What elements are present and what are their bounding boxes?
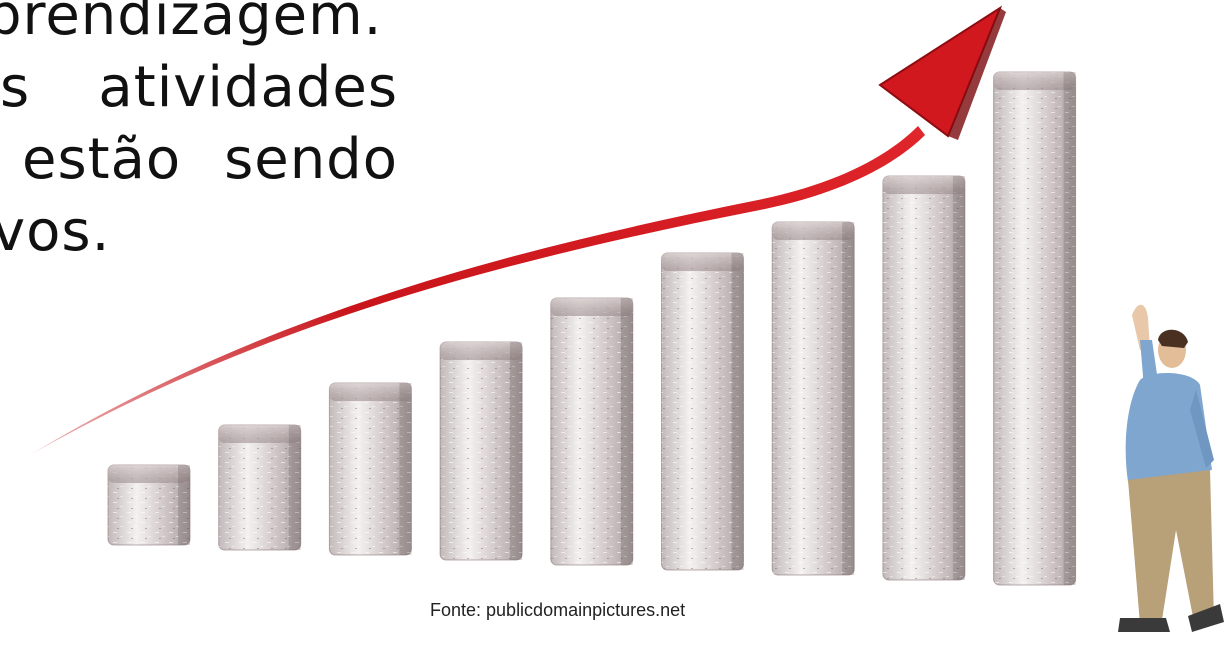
glass-bar (882, 175, 966, 581)
text-line-2: s atividades (0, 52, 398, 124)
growth-arrow (30, 5, 1006, 455)
arrow-head-shadow (948, 8, 1006, 140)
text-fragment-sendo: sendo (224, 127, 398, 192)
text-line-4: vos. (0, 196, 110, 268)
text-fragment-atividades: atividades (98, 55, 398, 120)
glass-bar (550, 297, 634, 566)
person-right-shoe (1188, 604, 1224, 632)
glass-bar (993, 71, 1077, 586)
person-left-shoe (1118, 618, 1170, 632)
text-line-1: prendizagem. (0, 0, 382, 52)
glass-bar (107, 464, 191, 546)
image-credit: Fonte: publicdomainpictures.net (430, 600, 686, 620)
bar-group (107, 71, 1077, 586)
text-fragment-s: s (0, 55, 31, 120)
glass-bar (439, 341, 523, 561)
text-fragment-estao: estão (22, 127, 182, 192)
person-hair (1158, 329, 1188, 348)
text-fragment-prendizagem: prendizagem. (0, 0, 383, 48)
glass-bar (328, 382, 412, 556)
person-lowered-arm (1190, 390, 1214, 468)
glass-bar (771, 221, 855, 576)
glass-bar (661, 252, 744, 571)
text-line-3: estão sendo (22, 124, 398, 196)
text-fragment-vos: vos. (0, 199, 111, 264)
person-shirt (1125, 373, 1212, 482)
person-raised-hand (1132, 304, 1150, 350)
person-figure (1118, 304, 1224, 632)
glass-bar (218, 424, 302, 551)
person-pants (1128, 470, 1214, 624)
